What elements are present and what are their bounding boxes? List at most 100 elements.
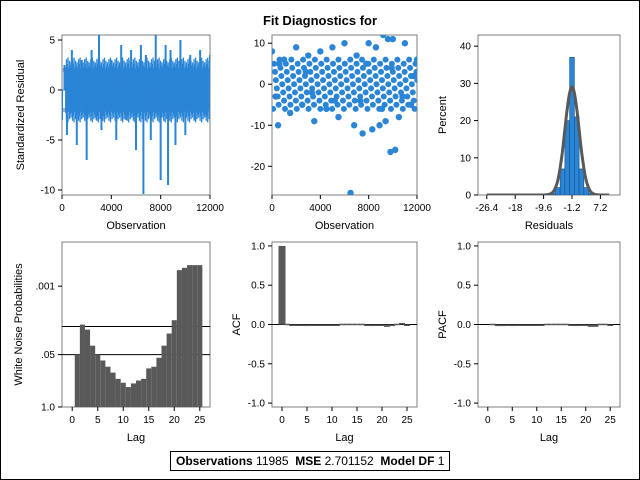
data-point: [304, 97, 311, 104]
plot-area: [478, 323, 620, 327]
figure-title: Fit Diagnostics for: [263, 13, 377, 28]
correlation-bar: [359, 323, 365, 326]
x-tick-label: 0: [279, 415, 285, 426]
x-tick-label: 0: [269, 203, 275, 214]
probability-bar: [115, 378, 121, 407]
data-point: [356, 85, 363, 92]
correlation-bar: [524, 324, 530, 326]
y-tick-label: 5: [49, 36, 55, 47]
correlation-bar: [509, 324, 516, 327]
x-axis-label: Residuals: [525, 220, 574, 232]
plot-area: [272, 35, 417, 195]
obs-label: Observations: [176, 454, 253, 468]
x-axis-label: Observation: [315, 220, 374, 232]
correlation-bar: [592, 324, 599, 327]
data-point: [357, 97, 364, 104]
correlation-bar: [577, 324, 584, 326]
panel-1: 0 4000 8000 12000 5 0 -5 -10 Observation Standard…: [15, 34, 224, 232]
data-point: [376, 122, 383, 129]
x-tick-label: 8000: [150, 203, 173, 214]
data-point: [302, 68, 310, 76]
x-tick-label: 7.2: [593, 203, 607, 214]
correlation-bar: [607, 324, 614, 326]
correlation-bar: [384, 324, 390, 327]
data-point: [298, 93, 305, 100]
x-tick-label: 0: [59, 203, 65, 214]
y-tick-label: -10: [41, 186, 56, 197]
data-point: [363, 60, 370, 67]
data-point: [313, 73, 320, 80]
correlation-bar: [499, 324, 506, 327]
probability-bar: [79, 324, 85, 407]
data-point: [286, 93, 293, 100]
panel-4: 0 5 10 15 20 25 .001 .05 1.0 Lag White Noise Proba…: [13, 241, 211, 444]
data-point: [324, 64, 331, 71]
x-tick-label: 15: [143, 415, 155, 426]
histogram-bar: [583, 187, 589, 195]
x-axis-label: Lag: [335, 432, 353, 444]
x-tick-label: 20: [169, 415, 181, 426]
probability-bar: [176, 270, 182, 407]
data-point: [359, 130, 366, 137]
data-point: [345, 93, 352, 100]
x-tick-label: 12000: [403, 203, 431, 214]
data-point: [300, 56, 307, 63]
data-point: [403, 85, 410, 92]
correlation-bar: [572, 324, 579, 327]
data-point: [340, 105, 347, 112]
data-point: [404, 93, 411, 100]
probability-bar: [146, 368, 152, 407]
y-tick-label: 0.5: [251, 281, 265, 292]
panel-3: -26.4 -18 -9.6 -1.2 7.2 40 30 20 10 0 Residuals Per…: [437, 34, 621, 232]
plot-area: [272, 245, 417, 327]
data-point: [287, 101, 294, 108]
data-point: [325, 73, 332, 80]
data-point: [394, 56, 401, 63]
probability-bar: [166, 333, 172, 407]
data-point: [305, 105, 312, 112]
data-point: [409, 89, 416, 96]
data-point: [408, 81, 415, 88]
data-point: [396, 73, 403, 80]
y-tick-label: 40: [460, 42, 472, 53]
correlation-bar: [329, 324, 335, 326]
data-point: [281, 97, 288, 104]
probability-bar: [74, 354, 80, 407]
data-point: [401, 40, 409, 47]
data-point: [354, 68, 361, 75]
y-tick-label: -1.0: [454, 399, 472, 410]
data-point: [281, 105, 288, 112]
data-point: [329, 105, 336, 112]
data-point: [372, 44, 380, 51]
y-tick-label: 1.0: [457, 241, 471, 252]
correlation-bar: [489, 323, 496, 326]
data-point: [305, 52, 312, 59]
data-point: [401, 68, 408, 75]
data-point: [339, 97, 346, 104]
data-point: [315, 89, 322, 96]
data-point: [272, 48, 276, 55]
x-tick-label: 20: [376, 415, 388, 426]
data-point: [303, 89, 310, 96]
correlation-bar: [364, 324, 370, 326]
correlation-bar: [309, 324, 315, 326]
data-point: [317, 48, 324, 55]
data-point: [400, 60, 407, 67]
correlation-bar: [399, 322, 405, 325]
data-point: [353, 60, 360, 67]
probability-bar: [90, 345, 96, 407]
correlation-bar: [289, 324, 295, 326]
correlation-bar: [344, 323, 350, 326]
data-point: [378, 105, 386, 113]
data-point: [380, 93, 387, 100]
data-point: [308, 89, 316, 96]
probability-bar: [171, 320, 177, 407]
data-point: [406, 56, 413, 63]
y-tick-label: -5: [46, 136, 55, 147]
data-point: [272, 68, 279, 75]
y-tick-label: 0: [259, 80, 265, 91]
correlation-bar: [528, 324, 535, 326]
data-point: [331, 77, 338, 84]
probability-bar: [181, 267, 188, 407]
